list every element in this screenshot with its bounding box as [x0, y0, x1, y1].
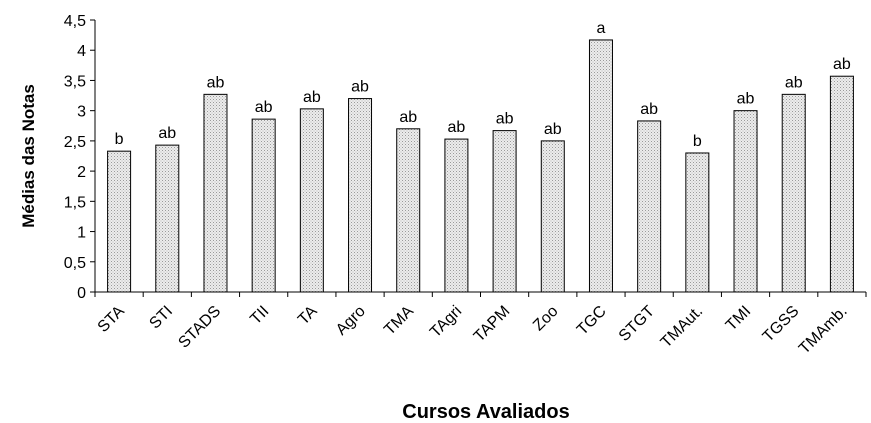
y-axis-title: Médias das Notas: [19, 84, 38, 228]
x-tick-label: TGC: [574, 303, 610, 339]
x-tick-label: TMA: [381, 303, 417, 339]
bar: [251, 118, 276, 293]
bar: [444, 138, 469, 293]
data-label: ab: [303, 89, 321, 106]
data-label: ab: [544, 121, 562, 138]
bar: [540, 140, 565, 293]
data-label: ab: [399, 109, 417, 126]
x-tick-label: TGSS: [760, 303, 803, 346]
y-tick-label: 3,5: [64, 73, 86, 90]
x-tick-label: TMI: [723, 303, 754, 334]
bar: [829, 75, 854, 293]
x-tick-label: TA: [295, 303, 321, 329]
x-tick-label: TII: [247, 303, 272, 328]
data-label: ab: [255, 99, 273, 116]
x-tick-label: TAgri: [427, 303, 465, 341]
bar: [733, 110, 758, 293]
data-label: b: [693, 133, 702, 150]
y-tick-label: 0: [77, 285, 86, 302]
x-tick-label: STADS: [175, 303, 224, 352]
data-label: ab: [158, 125, 176, 142]
bar: [107, 150, 132, 293]
y-axis-ticks: 0 0,5 1 1,5 2 2,5 3 3,5 4 4,5: [64, 13, 95, 302]
x-tick-label: STA: [95, 303, 128, 336]
data-label: ab: [737, 91, 755, 108]
x-tick-label: STI: [146, 303, 176, 333]
data-label: ab: [496, 111, 514, 128]
x-tick-label: Agro: [333, 303, 369, 339]
axes: [94, 20, 866, 293]
data-label: ab: [785, 74, 803, 91]
bar: [299, 108, 324, 293]
data-label: ab: [833, 56, 851, 73]
bar: [781, 93, 806, 293]
x-tick-label: TAPM: [471, 303, 514, 346]
data-label: a: [597, 20, 606, 37]
bar: [588, 39, 613, 293]
y-tick-label: 4: [77, 43, 86, 60]
x-tick-label: STGT: [616, 303, 658, 345]
y-tick-label: 2: [77, 164, 86, 181]
x-axis-ticks: STA STI STADS TII TA Agro TMA TAgri TAPM Zoo TGC ST…: [94, 292, 867, 358]
bar: [155, 144, 180, 293]
bars: [107, 39, 854, 293]
y-tick-label: 2,5: [64, 134, 86, 151]
y-tick-label: 3: [77, 104, 86, 121]
bar: [637, 120, 662, 293]
data-label: ab: [640, 101, 658, 118]
bar: [685, 152, 710, 293]
y-tick-label: 1: [77, 225, 86, 242]
data-label: b: [115, 131, 124, 148]
x-tick-label: TMAut.: [658, 303, 706, 351]
bar: [492, 130, 517, 293]
y-tick-label: 1,5: [64, 194, 86, 211]
data-label: ab: [351, 79, 369, 96]
bar: [348, 98, 373, 293]
x-tick-label: Zoo: [530, 303, 562, 335]
data-labels: b ab ab ab ab ab ab ab ab ab a ab b ab ab ab: [115, 20, 851, 150]
y-tick-label: 0,5: [64, 255, 86, 272]
y-tick-label: 4,5: [64, 13, 86, 30]
bar: [396, 128, 421, 293]
x-tick-label: TMAmb.: [796, 303, 851, 358]
data-label: ab: [448, 119, 466, 136]
data-label: ab: [207, 74, 225, 91]
bar: [203, 93, 228, 293]
x-axis-title: Cursos Avaliados: [402, 401, 569, 423]
